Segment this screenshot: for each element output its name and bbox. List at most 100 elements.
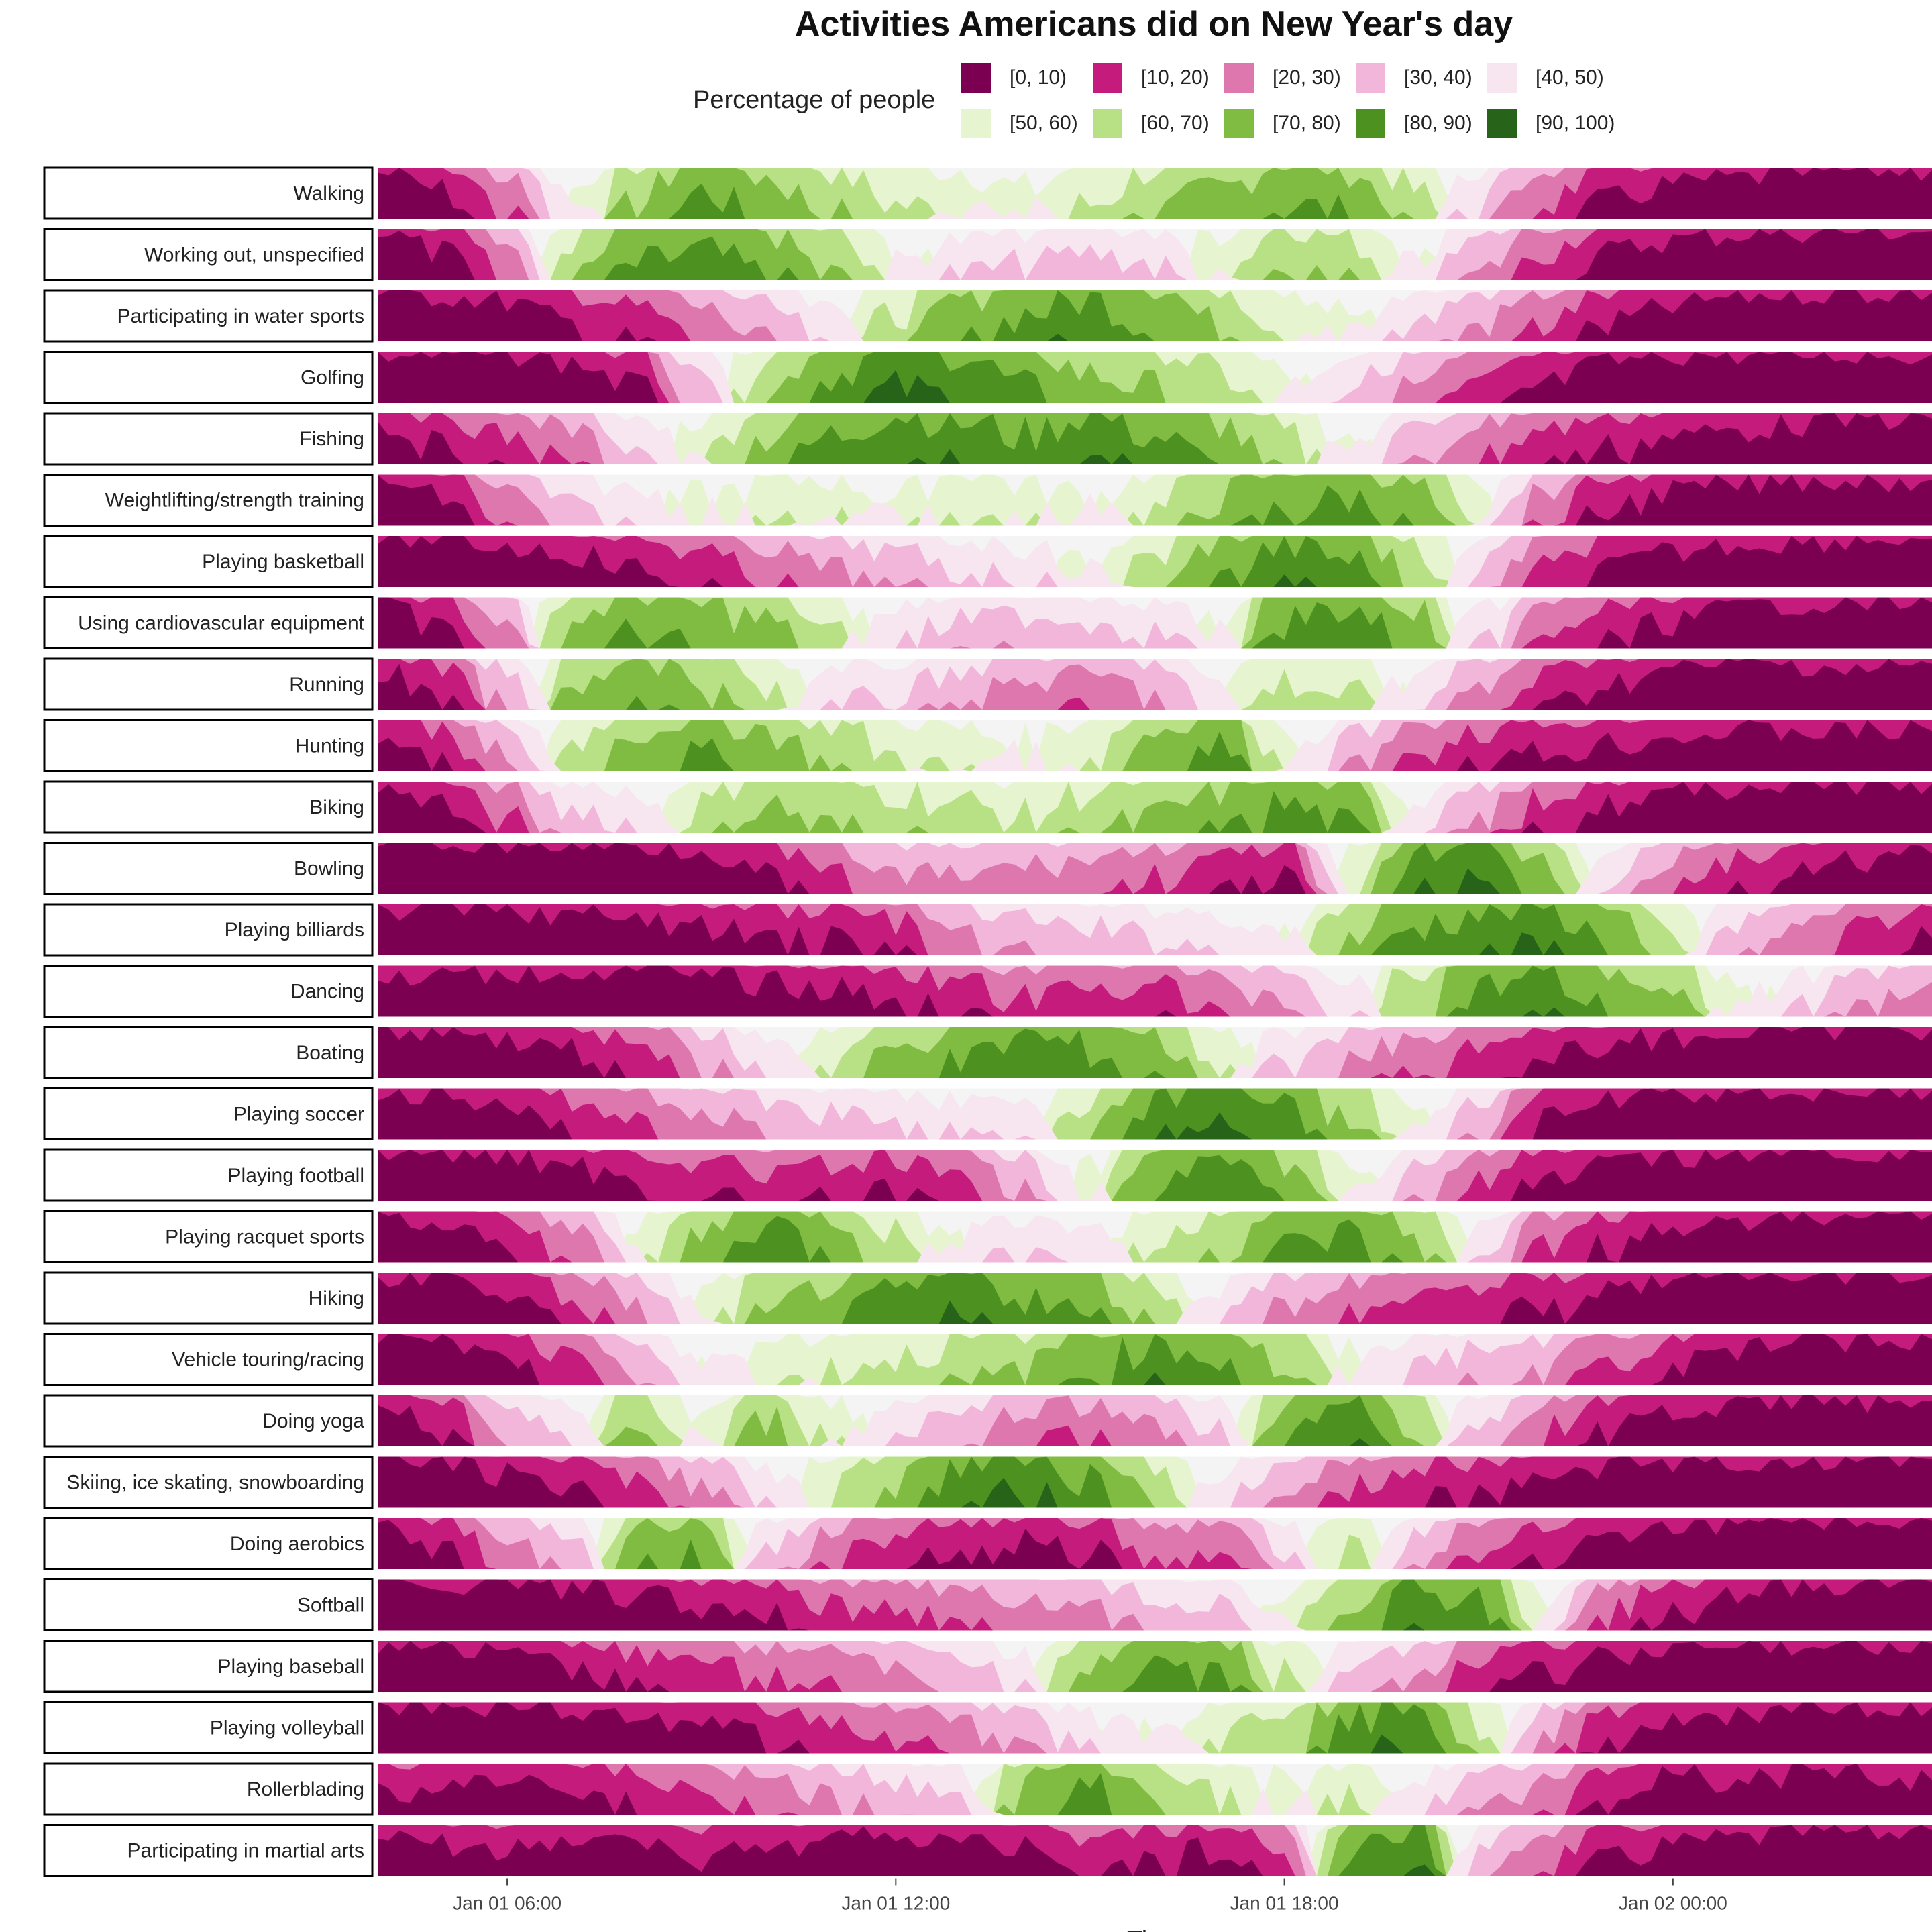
band-6 [378, 1273, 1932, 1324]
strip-label-box [43, 1087, 374, 1140]
strip-label: Golfing [301, 367, 364, 389]
band-1 [378, 782, 1932, 833]
band-0 [378, 1518, 1932, 1569]
strip-label: Participating in water sports [117, 305, 365, 327]
band-7 [378, 720, 1932, 771]
activity-row: Softball [43, 1578, 1932, 1631]
band-1 [378, 1211, 1932, 1263]
band-0 [378, 1764, 1932, 1815]
band-0 [378, 1825, 1932, 1876]
band-8 [378, 413, 1932, 464]
band-9 [378, 1372, 1932, 1385]
band-0 [378, 1211, 1932, 1263]
strip-label: Vehicle touring/racing [172, 1349, 364, 1371]
band-7 [378, 843, 1932, 894]
band-7 [378, 1764, 1932, 1815]
strip-label: Using cardiovascular equipment [78, 612, 365, 635]
band-7 [378, 290, 1932, 341]
legend-item: [20, 30) [1224, 63, 1341, 93]
strip-label-box [43, 1148, 374, 1202]
band-0 [378, 229, 1932, 280]
band-0 [378, 1702, 1932, 1754]
activity-row: Playing baseball [43, 1640, 1932, 1693]
band-5 [378, 474, 1932, 526]
activity-row: Participating in water sports [43, 289, 1932, 343]
legend-label: [40, 50) [1536, 66, 1604, 89]
legend-swatch [1093, 63, 1122, 93]
legend-label: [80, 90) [1404, 112, 1472, 134]
strip-label-box [43, 1333, 374, 1386]
band-0 [378, 720, 1932, 771]
legend-label: [90, 100) [1536, 112, 1615, 134]
strip-label-box [43, 474, 374, 527]
band-0 [378, 904, 1932, 955]
strip-label: Doing yoga [262, 1410, 364, 1432]
strip-label: Fishing [299, 428, 364, 450]
strip-label-box [43, 1271, 374, 1325]
activity-row: Walking [43, 166, 1932, 220]
activity-row: Running [43, 657, 1932, 711]
band-5 [378, 659, 1932, 710]
band-0 [378, 843, 1932, 894]
band-8 [378, 731, 1932, 771]
band-0 [378, 474, 1932, 526]
band-8 [378, 236, 1932, 280]
band-1 [378, 1579, 1932, 1631]
strip-label: Running [289, 674, 364, 696]
strip-label: Dancing [290, 981, 364, 1003]
band-7 [378, 659, 1932, 710]
legend-swatch [1487, 109, 1517, 138]
legend-swatch [1356, 63, 1385, 93]
band-7 [378, 782, 1932, 833]
legend-swatch [961, 63, 991, 93]
strip-label: Softball [297, 1595, 364, 1617]
band-0 [378, 352, 1932, 403]
band-0 [378, 1088, 1932, 1140]
activity-row: Participating in martial arts [43, 1824, 1932, 1877]
activity-row: Playing racquet sports [43, 1210, 1932, 1263]
band-1 [378, 229, 1932, 280]
band-0 [378, 1027, 1932, 1078]
band-8 [378, 1088, 1932, 1140]
band-0 [378, 782, 1932, 833]
strip-label: Boating [296, 1042, 364, 1064]
x-tick-label: Jan 01 12:00 [841, 1893, 950, 1914]
legend-swatch [1356, 109, 1385, 138]
strip-label: Skiing, ice skating, snowboarding [66, 1472, 364, 1494]
strip-label: Doing aerobics [230, 1533, 364, 1555]
chart-title: Activities Americans did on New Year's d… [794, 5, 1513, 44]
legend-item: [40, 50) [1487, 63, 1604, 93]
activity-row: Boating [43, 1026, 1932, 1079]
strip-label-box [43, 657, 374, 711]
activity-row: Using cardiovascular equipment [43, 596, 1932, 649]
legend-label: [30, 40) [1404, 66, 1472, 89]
legend-item: [70, 80) [1224, 109, 1341, 138]
legend-item: [90, 100) [1487, 109, 1615, 138]
strip-label-box [43, 780, 374, 834]
legend-label: [70, 80) [1273, 112, 1341, 134]
x-tick-label: Jan 02 00:00 [1619, 1893, 1727, 1914]
band-0 [378, 1334, 1932, 1385]
strip-label: Playing volleyball [210, 1717, 364, 1739]
strip-label: Hunting [295, 735, 364, 757]
band-1 [378, 1273, 1932, 1324]
strip-label-box [43, 228, 374, 281]
x-tick-label: Jan 01 18:00 [1230, 1893, 1339, 1914]
strip-label: Participating in martial arts [127, 1840, 364, 1862]
band-0 [378, 1579, 1932, 1631]
band-1 [378, 720, 1932, 771]
strip-label-box [43, 1640, 374, 1693]
legend-swatch [1093, 109, 1122, 138]
strip-label: Rollerblading [247, 1778, 364, 1801]
legend-label: [0, 10) [1010, 66, 1067, 89]
strip-label-box [43, 1578, 374, 1631]
strip-label-box [43, 596, 374, 649]
band-0 [378, 290, 1932, 341]
activity-row: Playing billiards [43, 903, 1932, 957]
legend-item: [80, 90) [1356, 109, 1472, 138]
band-7 [378, 1150, 1932, 1201]
band-1 [378, 597, 1932, 649]
strip-label: Bowling [294, 858, 364, 880]
band-0 [378, 168, 1932, 219]
